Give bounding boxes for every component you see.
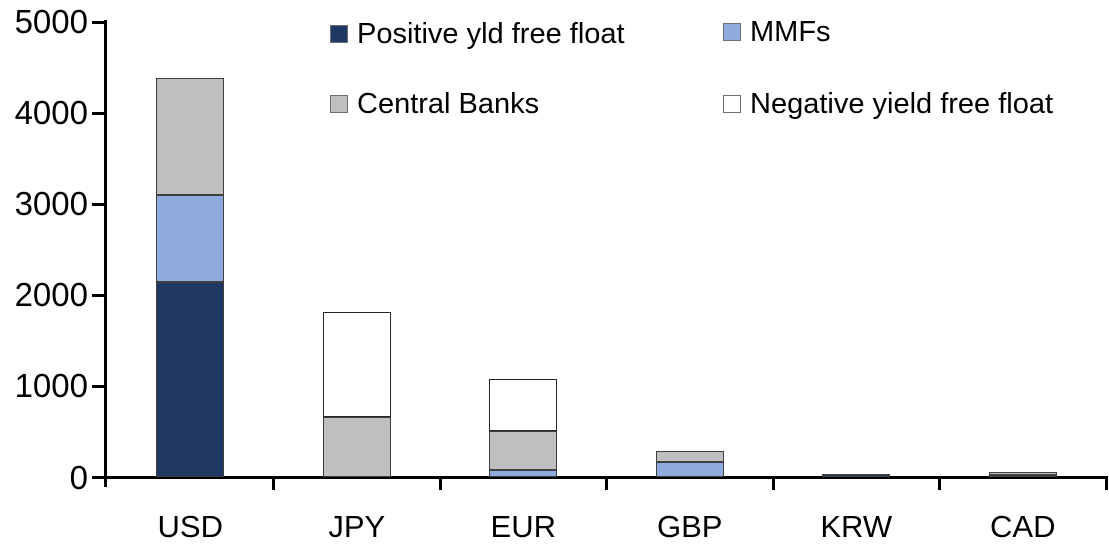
y-axis-tick-label: 3000 bbox=[14, 185, 88, 223]
bar-segment-JPY-negative-yield-free-float bbox=[322, 311, 391, 418]
y-axis-tick bbox=[92, 293, 107, 297]
bar-segment-CAD-central-banks bbox=[988, 472, 1057, 475]
y-axis-tick-label: 2000 bbox=[14, 276, 88, 314]
legend-item-positive-yld-free-float: Positive yld free float bbox=[330, 19, 625, 49]
legend-swatch-negative-yield-free-float bbox=[723, 95, 741, 113]
x-axis-tick bbox=[938, 477, 941, 490]
x-axis-category-label: CAD bbox=[990, 509, 1056, 544]
bar-segment-USD-mmfs bbox=[156, 195, 225, 282]
y-axis-tick bbox=[92, 202, 107, 206]
x-axis-tick bbox=[771, 477, 775, 490]
x-axis-tick bbox=[605, 477, 608, 490]
legend-label: Central Banks bbox=[357, 88, 540, 120]
bar-segment-GBP-mmfs bbox=[655, 462, 724, 478]
y-axis-tick bbox=[92, 476, 107, 479]
legend-item-mmfs: MMFs bbox=[723, 17, 831, 47]
x-axis-tick bbox=[1104, 477, 1108, 490]
x-axis-category-label: JPY bbox=[328, 509, 386, 544]
x-axis-category-label: GBP bbox=[657, 509, 723, 544]
bar-segment-JPY-central-banks bbox=[322, 417, 391, 478]
legend-swatch-central-banks bbox=[330, 95, 348, 113]
y-axis-tick-label: 1000 bbox=[14, 367, 88, 405]
legend-item-central-banks: Central Banks bbox=[330, 89, 539, 119]
x-axis-tick bbox=[272, 477, 275, 490]
y-axis-tick-label: 4000 bbox=[14, 94, 88, 132]
y-axis-tick bbox=[92, 384, 107, 388]
legend-swatch-mmfs bbox=[723, 23, 741, 41]
x-axis-category-label: EUR bbox=[490, 509, 556, 544]
bar-segment-CAD-positive-yld-free-float bbox=[988, 474, 1057, 478]
y-axis-tick-label: 0 bbox=[69, 458, 88, 496]
legend-swatch-positive-yld-free-float bbox=[330, 25, 348, 43]
legend-item-negative-yield-free-float: Negative yield free float bbox=[723, 89, 1053, 119]
y-axis-line bbox=[104, 20, 107, 487]
legend-label: MMFs bbox=[750, 16, 831, 48]
x-axis-tick bbox=[438, 477, 442, 490]
x-axis-category-label: KRW bbox=[820, 509, 893, 544]
x-axis-category-label: USD bbox=[157, 509, 223, 544]
legend-label: Negative yield free float bbox=[750, 88, 1054, 120]
bar-segment-GBP-central-banks bbox=[655, 451, 724, 462]
y-axis-tick-label: 5000 bbox=[14, 3, 88, 40]
bar-segment-USD-positive-yld-free-float bbox=[156, 281, 225, 478]
bar-segment-EUR-central-banks bbox=[489, 431, 558, 471]
y-axis-tick bbox=[92, 20, 107, 24]
bar-segment-KRW-positive-yld-free-float bbox=[822, 473, 891, 478]
bar-segment-EUR-negative-yield-free-float bbox=[489, 379, 558, 432]
bar-segment-EUR-mmfs bbox=[489, 470, 558, 478]
bar-segment-USD-central-banks bbox=[156, 77, 225, 196]
y-axis-tick bbox=[92, 111, 107, 115]
legend-label: Positive yld free float bbox=[357, 18, 625, 50]
